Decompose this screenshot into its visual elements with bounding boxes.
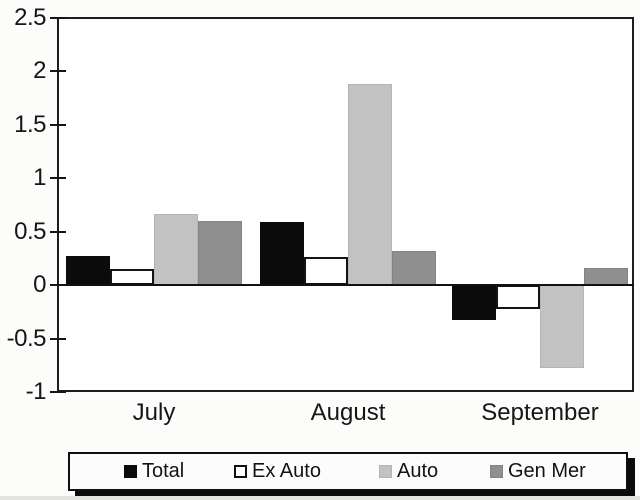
bar-total-july xyxy=(66,256,110,285)
legend-label-ex-auto: Ex Auto xyxy=(252,460,321,482)
legend-label-auto: Auto xyxy=(397,460,439,482)
legend-item-ex-auto: Ex Auto xyxy=(234,454,321,489)
bar-ex-auto-august xyxy=(304,257,348,285)
legend-swatch-auto-icon xyxy=(379,465,392,478)
y-axis-tick-label: -0.5 xyxy=(6,325,47,352)
legend-label-total: Total xyxy=(142,460,185,482)
legend-item-gen-mer: Gen Mer xyxy=(490,454,586,489)
y-axis-tick-label: 2 xyxy=(33,57,46,84)
legend-swatch-ex-auto-icon xyxy=(234,465,247,478)
bar-gen-mer-august xyxy=(392,251,436,285)
legend-item-auto: Auto xyxy=(379,454,438,489)
zero-baseline xyxy=(57,284,634,286)
bar-total-september xyxy=(452,285,496,320)
bottom-edge-artifact xyxy=(0,496,640,500)
y-axis-tick-2 xyxy=(50,70,66,72)
bar-ex-auto-july xyxy=(110,269,154,285)
bar-gen-mer-september xyxy=(584,268,628,285)
legend-swatch-gen-mer-icon xyxy=(490,465,503,478)
x-axis-label-september: September xyxy=(481,399,599,426)
bar-gen-mer-july xyxy=(198,221,242,285)
plot-area xyxy=(57,17,634,392)
bar-ex-auto-september xyxy=(496,285,540,309)
bar-auto-august xyxy=(348,84,392,285)
y-axis-tick--0-5 xyxy=(50,338,66,340)
y-axis-tick-label: 1 xyxy=(33,164,46,191)
legend-label-gen-mer: Gen Mer xyxy=(508,460,586,482)
y-axis-tick-2-5 xyxy=(50,17,66,19)
y-axis-tick-label: 2.5 xyxy=(14,4,46,31)
y-axis-tick-1 xyxy=(50,177,66,179)
y-axis-tick-label: 1.5 xyxy=(14,111,46,138)
y-axis-tick-label: 0.5 xyxy=(14,218,46,245)
y-axis-tick--1 xyxy=(50,391,66,393)
x-axis-label-july: July xyxy=(132,399,176,426)
legend-swatch-total-icon xyxy=(124,465,137,478)
bar-auto-july xyxy=(154,214,198,285)
legend-item-total: Total xyxy=(124,454,184,489)
y-axis-tick-0-5 xyxy=(50,231,66,233)
y-axis-tick-label: 0 xyxy=(33,271,46,298)
y-axis-tick-label: -1 xyxy=(25,378,47,405)
y-axis-tick-0 xyxy=(50,284,66,286)
bar-total-august xyxy=(260,222,304,285)
y-axis-tick-1-5 xyxy=(50,124,66,126)
legend: Total Ex Auto Auto Gen Mer xyxy=(68,452,628,491)
x-axis-label-august: August xyxy=(310,399,386,426)
bar-auto-september xyxy=(540,285,584,368)
